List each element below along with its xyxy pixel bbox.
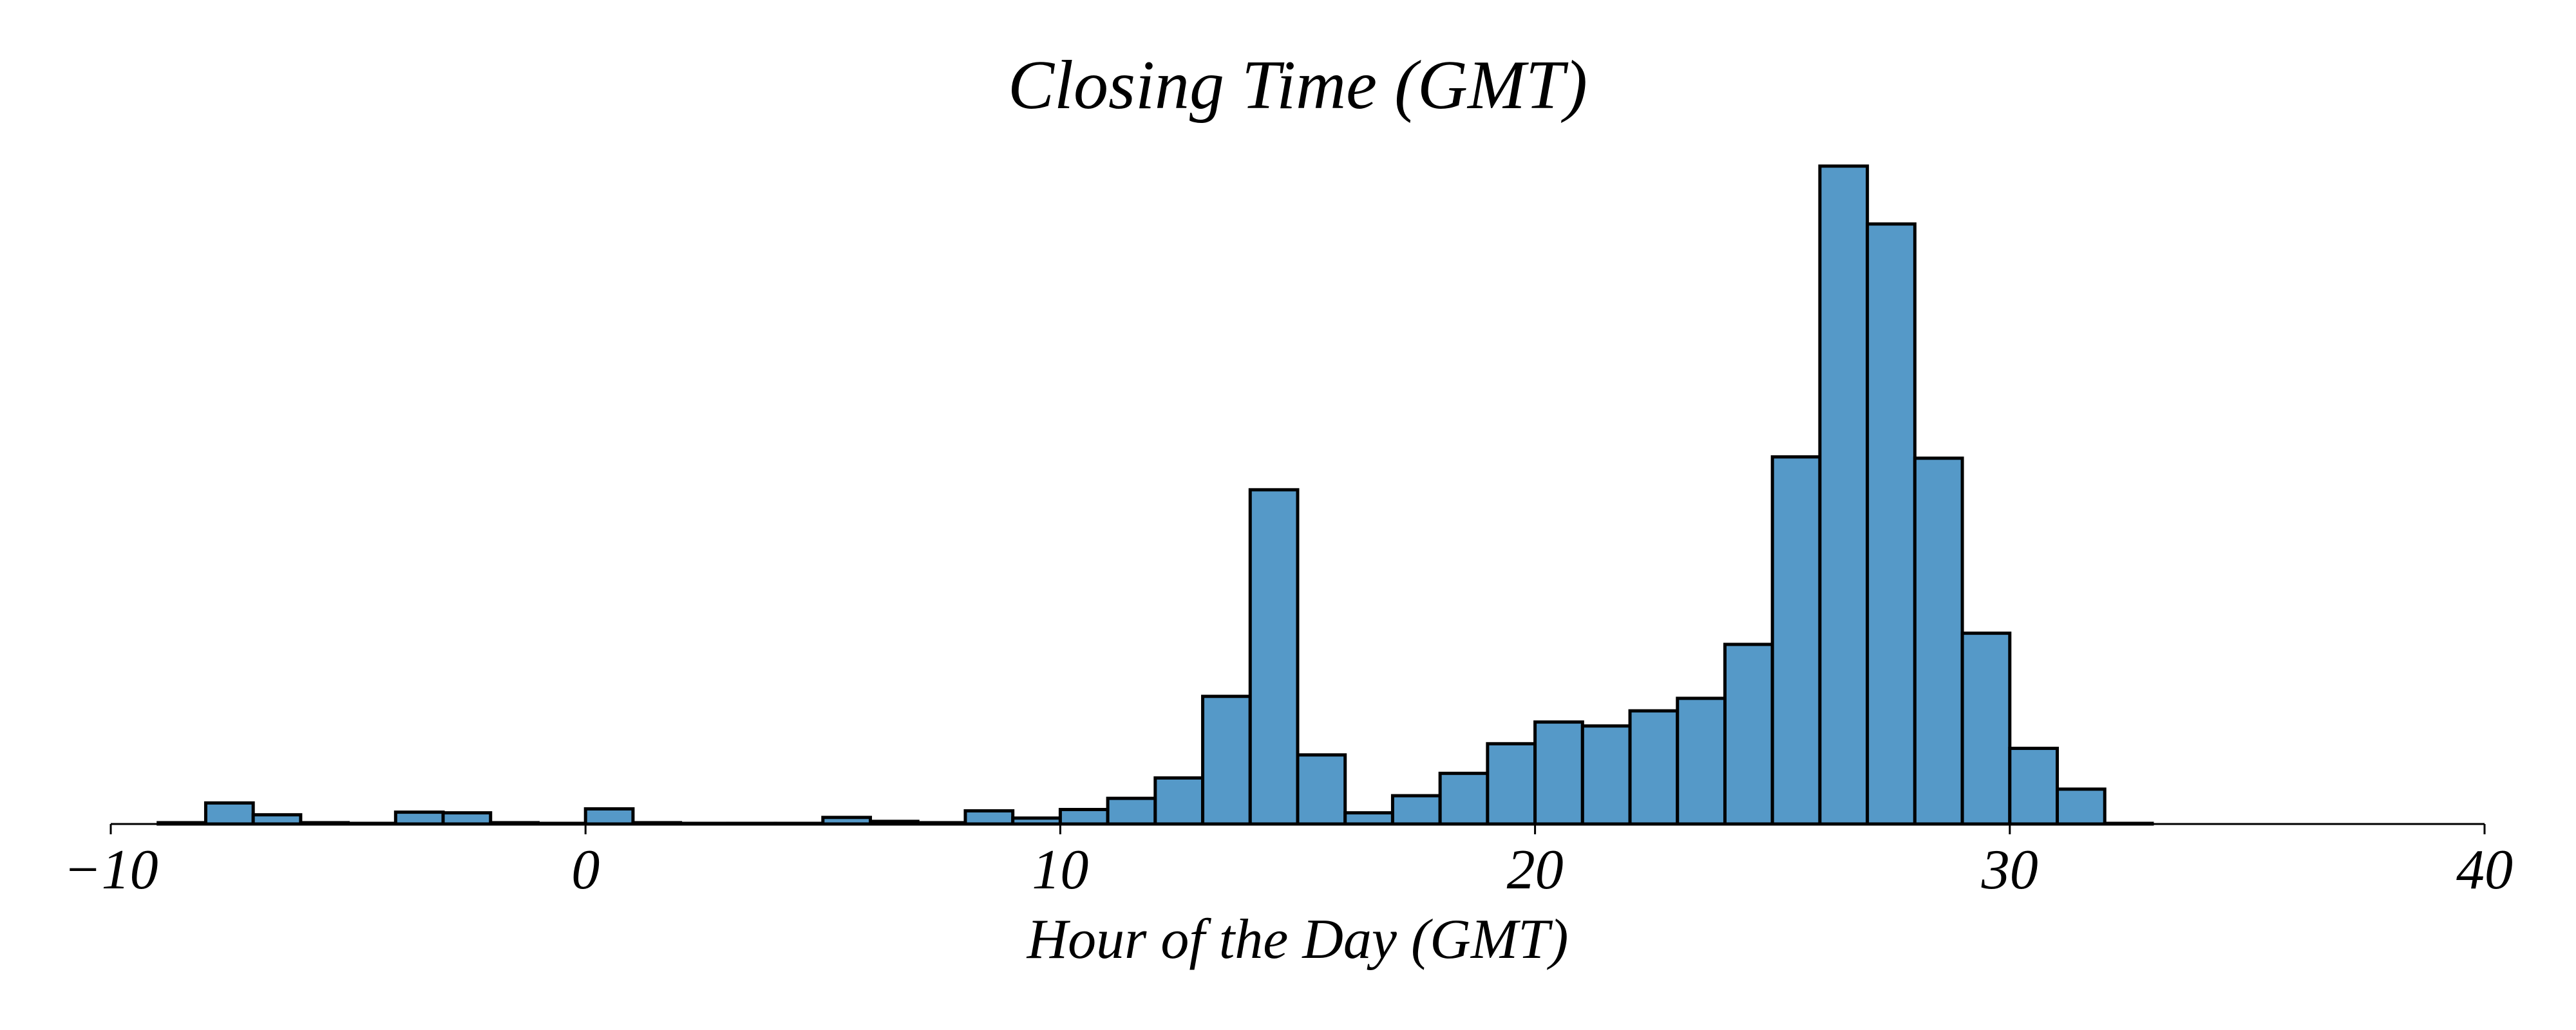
histogram-bar	[821, 816, 873, 826]
histogram-bar	[1390, 794, 1442, 826]
histogram-bar	[2008, 746, 2060, 826]
x-tick-label: −10	[63, 839, 158, 901]
histogram-bar	[1343, 811, 1394, 826]
bars-group	[156, 164, 2154, 826]
x-tick-label: 30	[1981, 839, 2038, 901]
chart-title: Closing Time (GMT)	[1008, 47, 1587, 124]
histogram-bar	[1201, 695, 1252, 826]
histogram-bar	[963, 809, 1015, 826]
histogram-bar	[1248, 488, 1300, 826]
histogram-bar	[1913, 456, 1964, 826]
histogram-bar	[1960, 632, 2012, 826]
histogram-bar	[583, 807, 635, 826]
histogram-bar	[1770, 455, 1822, 826]
histogram-bar	[1866, 222, 1917, 826]
histogram-bar	[441, 811, 493, 826]
histogram-bar	[2056, 787, 2107, 826]
x-ticks-group: −10 0 10 20 30 40	[63, 824, 2513, 901]
histogram-bar	[1676, 697, 1727, 826]
histogram-bar	[1580, 724, 1632, 826]
histogram-bar	[1818, 164, 1870, 826]
histogram-bar	[1486, 742, 1537, 826]
x-tick-label: 10	[1032, 839, 1088, 901]
histogram-bar	[1296, 753, 1347, 826]
histogram-bar	[251, 813, 303, 826]
x-tick-label: 20	[1507, 839, 1564, 901]
histogram-bar	[393, 810, 445, 826]
histogram-bar	[1533, 720, 1584, 826]
histogram-bar	[1438, 771, 1490, 826]
histogram-bar	[1723, 642, 1774, 826]
x-tick-label: 40	[2456, 839, 2513, 901]
histogram-bar	[204, 801, 255, 826]
histogram-bar	[1628, 709, 1680, 826]
x-tick-label: 0	[571, 839, 600, 901]
x-axis-label: Hour of the Day (GMT)	[1027, 908, 1569, 971]
histogram-bar	[1153, 776, 1205, 826]
histogram-bar	[1106, 796, 1157, 826]
histogram-bar	[1058, 808, 1110, 826]
